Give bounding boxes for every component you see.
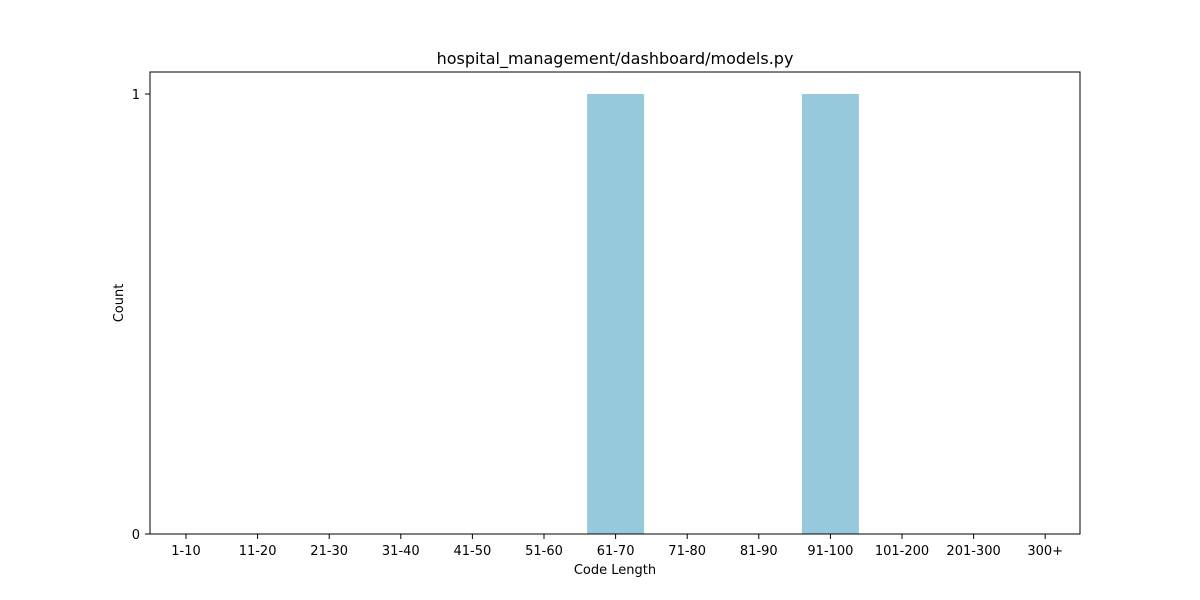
bar-91-100 [801,94,859,534]
y-tick-label: 0 [132,528,140,543]
plot-frame [149,71,1081,535]
y-axis-ticks: 01 [132,88,150,543]
x-tick-label: 41-50 [454,544,492,559]
x-tick-label: 91-100 [807,544,853,559]
x-tick-label: 61-70 [597,544,635,559]
x-tick-label: 300+ [1027,544,1063,559]
bars-group [587,94,859,534]
x-tick-label: 11-20 [239,544,277,559]
x-axis-ticks: 1-10 11-20 21-30 31-40 41-50 51-60 61-70 71-80 8… [171,534,1063,559]
x-tick-label: 101-200 [875,544,929,559]
y-axis-label: Count [112,284,127,323]
x-tick-label: 1-10 [171,544,201,559]
x-tick-label: 31-40 [382,544,420,559]
x-tick-label: 71-80 [668,544,706,559]
x-tick-label: 21-30 [310,544,348,559]
y-tick-label: 1 [132,88,140,103]
x-tick-label: 81-90 [740,544,778,559]
chart-title: hospital_management/dashboard/models.py [437,49,794,69]
bar-61-70 [587,94,645,534]
x-tick-label: 201-300 [946,544,1000,559]
x-tick-label: 51-60 [525,544,563,559]
x-axis-label: Code Length [574,563,656,578]
